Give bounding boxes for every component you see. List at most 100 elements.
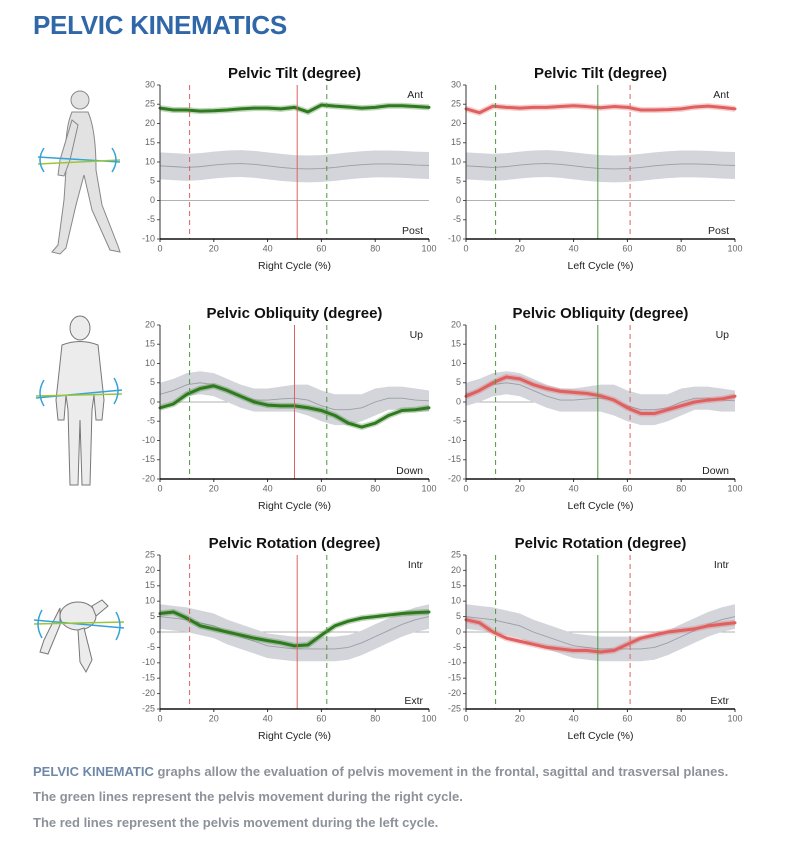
y-tick-label: -15	[142, 454, 155, 464]
y-tick-label: 30	[451, 79, 461, 89]
y-tick-label: 20	[145, 565, 155, 575]
x-tick-label: 20	[515, 713, 525, 723]
y-tick-label: 10	[451, 156, 461, 166]
y-tick-label: 15	[451, 580, 461, 590]
normal-mean	[159, 616, 430, 650]
chart-title: Pelvic Obliquity (degree)	[207, 305, 383, 322]
y-tick-label: 0	[150, 626, 155, 636]
y-tick-label: 10	[451, 358, 461, 368]
y-tick-label: -10	[448, 435, 461, 445]
y-tick-label: 15	[145, 580, 155, 590]
annotation-bottom: Post	[402, 225, 423, 237]
charts: Pelvic Tilt (degree) Right Cycle (%) Ant Po…	[33, 65, 743, 742]
x-tick-label: 100	[727, 713, 742, 723]
x-tick-label: 0	[463, 713, 468, 723]
x-tick-label: 40	[569, 243, 579, 253]
y-tick-label: 5	[150, 611, 155, 621]
annotation-top: Intr	[714, 559, 730, 571]
plots: Pelvic Tilt (degree) Right Cycle (%) Ant Po…	[142, 65, 743, 742]
y-tick-label: 20	[145, 319, 155, 329]
chart-title: Pelvic Tilt (degree)	[228, 65, 361, 82]
x-tick-label: 80	[676, 483, 686, 493]
y-tick-label: 0	[456, 626, 461, 636]
x-tick-label: 100	[421, 483, 436, 493]
y-tick-label: 15	[145, 137, 155, 147]
x-tick-label: 20	[209, 243, 219, 253]
x-axis-label: Right Cycle (%)	[258, 730, 331, 742]
patient-line	[464, 104, 737, 115]
x-tick-label: 100	[727, 483, 742, 493]
footer-line: The red lines represent the pelvis movem…	[33, 815, 438, 830]
x-tick-label: 0	[157, 243, 162, 253]
y-tick-label: 0	[456, 195, 461, 205]
y-tick-label: 20	[451, 319, 461, 329]
x-axis-label: Right Cycle (%)	[258, 500, 331, 512]
x-tick-label: 100	[421, 243, 436, 253]
x-tick-label: 0	[157, 483, 162, 493]
footer-line: The green lines represent the pelvis mov…	[33, 789, 463, 804]
x-tick-label: 20	[515, 243, 525, 253]
x-tick-label: 40	[263, 713, 273, 723]
y-tick-label: 25	[145, 99, 155, 109]
x-tick-label: 60	[316, 243, 326, 253]
annotation-top: Ant	[713, 89, 729, 101]
y-tick-label: 5	[456, 611, 461, 621]
x-tick-label: 80	[370, 483, 380, 493]
x-tick-label: 60	[622, 243, 632, 253]
figure-side	[51, 90, 121, 255]
x-axis-label: Left Cycle (%)	[568, 260, 634, 272]
y-tick-label: 10	[145, 596, 155, 606]
y-tick-label: -25	[142, 703, 155, 713]
x-tick-label: 40	[263, 243, 273, 253]
x-tick-label: 40	[569, 483, 579, 493]
y-tick-label: 15	[145, 339, 155, 349]
normal-band	[160, 150, 429, 183]
x-tick-label: 60	[622, 713, 632, 723]
y-tick-label: -10	[142, 233, 155, 243]
y-tick-label: 25	[145, 549, 155, 559]
annotation-bottom: Down	[702, 465, 729, 477]
y-tick-label: 5	[150, 377, 155, 387]
x-tick-label: 80	[676, 713, 686, 723]
chart-title: Pelvic Tilt (degree)	[534, 65, 667, 82]
x-tick-label: 0	[463, 243, 468, 253]
y-tick-label: 10	[145, 358, 155, 368]
footer-text: The green lines represent the pelvis mov…	[33, 789, 463, 804]
x-axis-label: Left Cycle (%)	[568, 500, 634, 512]
figure-top-planes	[33, 609, 125, 641]
footer-text: graphs allow the evaluation of pelvis mo…	[153, 764, 729, 779]
normal-mean	[465, 616, 736, 650]
y-tick-label: 15	[451, 137, 461, 147]
y-tick-label: -5	[147, 214, 155, 224]
y-tick-label: 10	[145, 156, 155, 166]
y-tick-label: -25	[448, 703, 461, 713]
x-tick-label: 40	[569, 713, 579, 723]
y-tick-label: -5	[453, 642, 461, 652]
figures	[33, 90, 125, 674]
figure-top	[39, 599, 109, 674]
footer-line: PELVIC KINEMATIC graphs allow the evalua…	[33, 764, 728, 779]
x-tick-label: 20	[209, 483, 219, 493]
chart-title: Pelvic Rotation (degree)	[209, 535, 381, 552]
y-tick-label: -5	[147, 642, 155, 652]
y-tick-label: 20	[451, 118, 461, 128]
y-tick-label: -5	[453, 416, 461, 426]
x-tick-label: 20	[515, 483, 525, 493]
figure-side-planes	[37, 147, 121, 173]
y-tick-label: -10	[448, 233, 461, 243]
x-tick-label: 80	[370, 243, 380, 253]
normal-mean	[159, 163, 430, 170]
y-tick-label: -20	[142, 688, 155, 698]
y-tick-label: 0	[150, 396, 155, 406]
x-tick-label: 60	[316, 713, 326, 723]
normal-band	[466, 150, 735, 183]
footer-highlight: PELVIC KINEMATIC	[33, 764, 154, 779]
y-tick-label: 5	[456, 377, 461, 387]
normal-mean	[465, 382, 736, 411]
annotation-bottom: Extr	[404, 695, 423, 707]
annotation-top: Up	[410, 329, 424, 341]
x-tick-label: 100	[727, 243, 742, 253]
x-tick-label: 80	[676, 243, 686, 253]
patient-line	[464, 375, 737, 416]
